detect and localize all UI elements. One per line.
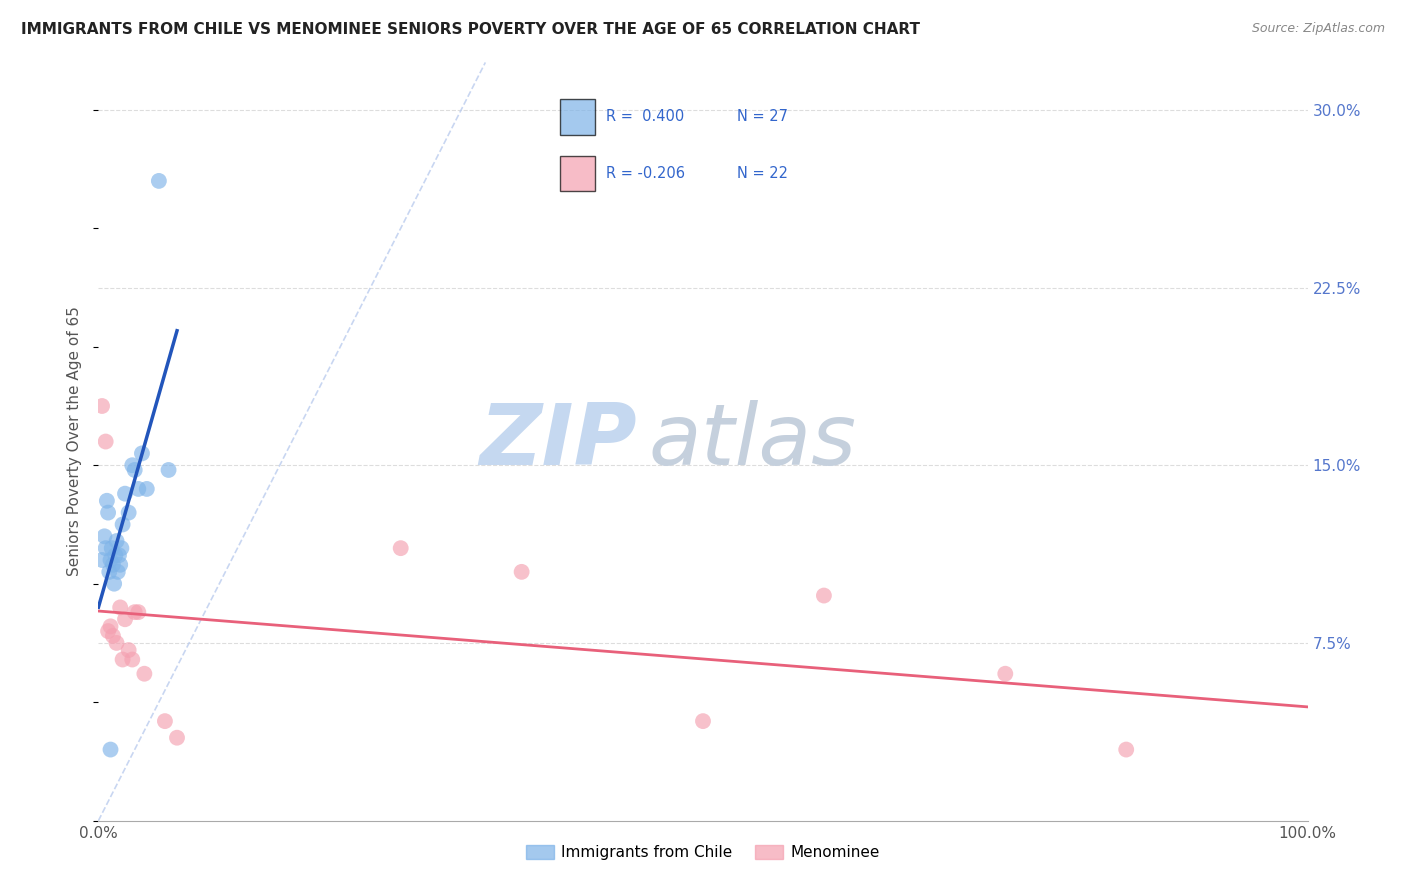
Point: [389, 541, 412, 556]
Point: [127, 482, 149, 496]
Point: [104, 548, 127, 563]
Point: [96, 493, 118, 508]
Legend: Immigrants from Chile, Menominee: Immigrants from Chile, Menominee: [520, 838, 886, 866]
Point: [994, 666, 1017, 681]
Point: [153, 714, 176, 728]
Point: [111, 517, 134, 532]
Point: [101, 629, 124, 643]
Text: ZIP: ZIP: [479, 400, 637, 483]
Point: [105, 534, 128, 549]
Point: [124, 463, 146, 477]
Point: [118, 506, 141, 520]
Point: [510, 565, 533, 579]
Point: [135, 482, 157, 496]
Point: [108, 600, 131, 615]
Point: [148, 174, 170, 188]
Point: [108, 558, 131, 572]
Point: [1115, 742, 1137, 756]
Point: [94, 434, 117, 449]
Point: [100, 541, 122, 556]
Point: [98, 565, 121, 579]
Point: [111, 652, 134, 666]
Point: [118, 643, 141, 657]
Point: [127, 605, 149, 619]
Point: [100, 619, 122, 633]
Text: Source: ZipAtlas.com: Source: ZipAtlas.com: [1251, 22, 1385, 36]
Point: [91, 553, 114, 567]
Point: [91, 399, 114, 413]
Text: IMMIGRANTS FROM CHILE VS MENOMINEE SENIORS POVERTY OVER THE AGE OF 65 CORRELATIO: IMMIGRANTS FROM CHILE VS MENOMINEE SENIO…: [21, 22, 920, 37]
Point: [813, 589, 835, 603]
Point: [107, 565, 129, 579]
Point: [121, 458, 143, 473]
Point: [108, 548, 131, 563]
Point: [101, 558, 124, 572]
Point: [121, 652, 143, 666]
Point: [114, 612, 136, 626]
Point: [94, 541, 117, 556]
Point: [103, 576, 125, 591]
Point: [93, 529, 115, 543]
Point: [97, 624, 120, 639]
Point: [97, 506, 120, 520]
Point: [105, 636, 128, 650]
Y-axis label: Seniors Poverty Over the Age of 65: Seniors Poverty Over the Age of 65: [67, 307, 83, 576]
Point: [131, 446, 153, 460]
Point: [134, 666, 156, 681]
Point: [157, 463, 180, 477]
Text: atlas: atlas: [648, 400, 856, 483]
Point: [110, 541, 132, 556]
Point: [100, 553, 122, 567]
Point: [114, 486, 136, 500]
Point: [100, 742, 122, 756]
Point: [124, 605, 146, 619]
Point: [692, 714, 714, 728]
Point: [166, 731, 188, 745]
